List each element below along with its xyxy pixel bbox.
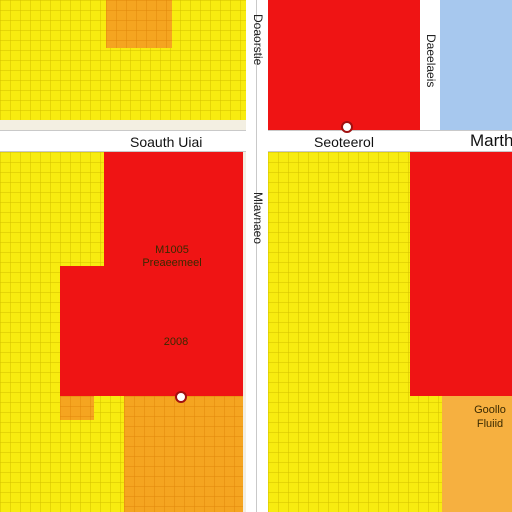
street-label-daeelaeis: Daeelaeis bbox=[424, 34, 438, 88]
street-label-soauth-uiai: Soauth Uiai bbox=[130, 134, 203, 150]
zone-label-preaeemeel: Preaeemeel bbox=[142, 257, 202, 269]
zone-right-yellow bbox=[268, 152, 512, 512]
zone-top-right-blue bbox=[440, 0, 512, 130]
road-vertical-right[interactable] bbox=[420, 0, 440, 130]
zone-left-yellow bbox=[0, 152, 243, 512]
street-label-marth: Marth bbox=[470, 131, 512, 150]
street-label-seoteerol: Seoteerol bbox=[314, 134, 374, 150]
zone-left-orange-large bbox=[124, 396, 243, 512]
map-marker-top-center[interactable] bbox=[341, 121, 353, 133]
road-vertical-center[interactable] bbox=[246, 0, 268, 512]
zone-right-red bbox=[410, 152, 512, 396]
zone-label-2008: 2008 bbox=[163, 336, 189, 348]
zone-label-m1005: M1005 bbox=[155, 244, 189, 256]
street-label-doaorstie: Doaorstie bbox=[251, 14, 265, 66]
zone-top-left-orange bbox=[106, 0, 172, 48]
zone-right-orange bbox=[442, 396, 512, 512]
street-label-mlavnaeo: Mlavnaeo bbox=[251, 192, 265, 245]
zone-left-red-upper bbox=[104, 152, 243, 266]
zone-label-goollo: Goollo bbox=[474, 404, 506, 416]
zone-top-center-red bbox=[268, 0, 420, 130]
zone-left-orange-small bbox=[60, 396, 94, 420]
map-marker-center-left[interactable] bbox=[175, 391, 187, 403]
zone-top-left-yellow bbox=[0, 0, 246, 120]
zone-left-red-lower bbox=[60, 266, 243, 396]
zone-label-fluiid: Fluiid bbox=[476, 418, 504, 430]
road-vertical-center-edge bbox=[256, 0, 257, 512]
